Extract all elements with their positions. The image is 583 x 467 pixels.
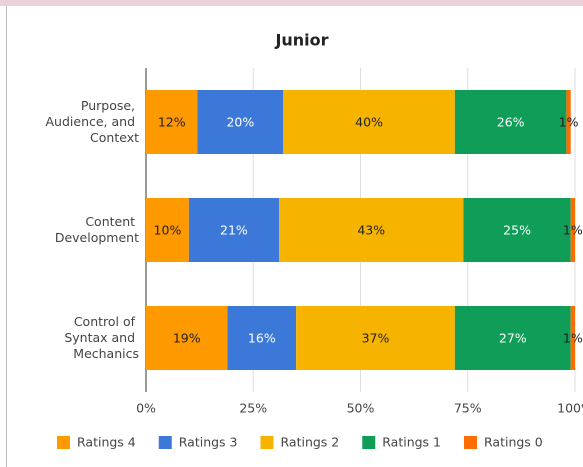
data-label: 40% (355, 115, 383, 130)
legend-label: Ratings 3 (179, 435, 238, 450)
legend-swatch (158, 436, 172, 449)
data-label: 1% (559, 115, 579, 130)
bar-segment (296, 306, 455, 370)
bar-segment (454, 306, 571, 370)
bar-segment (278, 198, 464, 262)
bar-segment (146, 198, 189, 262)
bar-segment (454, 90, 567, 154)
bar-segment (283, 90, 455, 154)
x-tick-label: 0% (136, 401, 156, 416)
y-tick-label: Content Development (55, 214, 139, 245)
legend-label: Ratings 0 (484, 435, 543, 450)
data-label: 26% (497, 115, 525, 130)
bar-segment (570, 306, 575, 370)
bar-segment (566, 90, 571, 154)
bar-segment (463, 198, 571, 262)
data-label: 12% (158, 115, 186, 130)
bar-segment (146, 306, 228, 370)
data-label: 1% (563, 223, 583, 238)
bar-segment (146, 90, 198, 154)
y-tick-label: Purpose, Audience, and Context (46, 98, 140, 145)
legend-swatch (260, 436, 274, 449)
legend-swatch (57, 436, 70, 449)
data-label: 16% (248, 331, 276, 346)
bar-segment (197, 90, 284, 154)
legend-label: Ratings 2 (281, 435, 340, 450)
bar-segment (227, 306, 297, 370)
bar-segment (570, 198, 575, 262)
legend-label: Ratings 4 (77, 435, 136, 450)
legend-swatch (464, 436, 477, 449)
legend-swatch (362, 436, 376, 449)
x-tick-label: 25% (239, 401, 267, 416)
x-tick-label: 100% (557, 401, 583, 416)
legend-label: Ratings 1 (382, 435, 441, 450)
x-tick-label: 75% (454, 401, 482, 416)
top-strip (0, 0, 583, 6)
bar-segment (188, 198, 279, 262)
chart-title: Junior (274, 31, 328, 50)
data-label: 19% (173, 331, 201, 346)
data-label: 1% (563, 331, 583, 346)
data-label: 21% (220, 223, 248, 238)
data-label: 43% (357, 223, 385, 238)
data-label: 20% (226, 115, 254, 130)
data-label: 10% (154, 223, 182, 238)
x-tick-label: 50% (347, 401, 375, 416)
y-tick-label: Control of Syntax and Mechanics (64, 314, 139, 361)
data-label: 25% (503, 223, 531, 238)
data-label: 37% (362, 331, 390, 346)
data-label: 27% (499, 331, 527, 346)
